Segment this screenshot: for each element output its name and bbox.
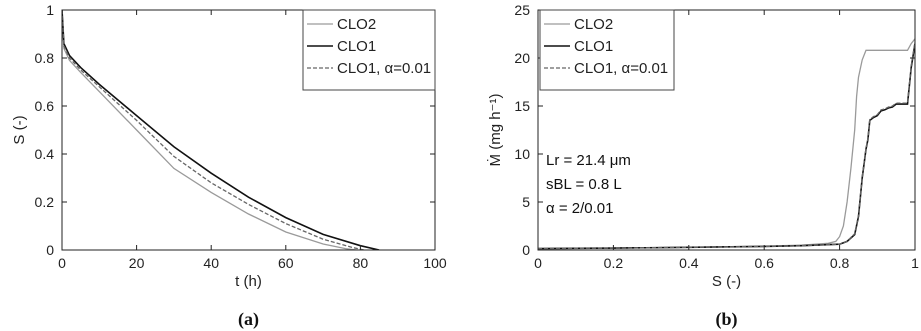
x-tick-label: 100 <box>423 255 447 271</box>
x-tick-label: 0.2 <box>604 255 624 271</box>
plot-frame <box>61 9 436 251</box>
y-tick-label: 0.8 <box>35 50 55 66</box>
parameter-annotations: Lr = 21.4 μm sBL = 0.8 L α = 2/0.01 <box>546 152 631 217</box>
panel-label: (a) <box>238 309 259 330</box>
annotation-text: α = 2/0.01 <box>546 200 613 217</box>
x-tick-label: 80 <box>353 255 369 271</box>
x-tick-label: 20 <box>129 255 145 271</box>
series-line-clo1-0-01 <box>538 41 915 250</box>
y-tick-label: 10 <box>514 146 530 162</box>
legend: CLO2 CLO1 CLO1, α=0.01 <box>539 9 675 91</box>
legend-label: CLO1, α=0.01 <box>337 60 431 77</box>
legend-box <box>302 9 436 91</box>
legend-label: CLO1, α=0.01 <box>574 60 668 77</box>
y-tick-label: 5 <box>522 194 530 210</box>
legend: CLO2 CLO1 CLO1, α=0.01 <box>302 9 436 91</box>
legend-label: CLO2 <box>574 16 613 33</box>
x-axis-label: t (h) <box>235 273 262 290</box>
x-axis-label: S (-) <box>712 273 741 290</box>
x-tick-label: 40 <box>203 255 219 271</box>
legend-label: CLO1 <box>574 38 613 55</box>
series-line-clo1-0-01 <box>62 10 365 250</box>
y-axis-label: S (-) <box>11 115 28 144</box>
y-tick-label: 20 <box>514 50 530 66</box>
x-tick-label: 60 <box>278 255 294 271</box>
panel-a-chart: 0 20 40 60 80 100 0 0.2 0.4 0.6 0.8 1 t (h) S (-) (a) C… <box>11 2 447 330</box>
legend-box <box>539 9 675 91</box>
y-tick-label: 0 <box>46 242 54 258</box>
legend-label: CLO1 <box>337 38 376 55</box>
y-tick-label: 1 <box>46 2 54 18</box>
y-axis-label: Ṁ (mg h⁻¹) <box>486 94 504 167</box>
y-tick-label: 0 <box>522 242 530 258</box>
y-tick-label: 15 <box>514 98 530 114</box>
legend-label: CLO2 <box>337 16 376 33</box>
annotation-text: sBL = 0.8 L <box>546 176 622 193</box>
x-tick-label: 0.4 <box>679 255 699 271</box>
plot-frame <box>537 9 916 251</box>
y-tick-label: 25 <box>514 2 530 18</box>
y-tick-label: 0.2 <box>35 194 55 210</box>
y-tick-label: 0.6 <box>35 98 55 114</box>
series-line-clo1 <box>62 10 380 250</box>
x-tick-label: 0.8 <box>830 255 850 271</box>
x-tick-label: 0.6 <box>754 255 774 271</box>
x-tick-label: 1 <box>911 255 919 271</box>
panel-label: (b) <box>716 309 738 330</box>
annotation-text: Lr = 21.4 μm <box>546 152 631 169</box>
x-tick-label: 0 <box>58 255 66 271</box>
x-tick-label: 0 <box>534 255 542 271</box>
series-line-clo2 <box>62 10 357 250</box>
y-tick-label: 0.4 <box>35 146 55 162</box>
